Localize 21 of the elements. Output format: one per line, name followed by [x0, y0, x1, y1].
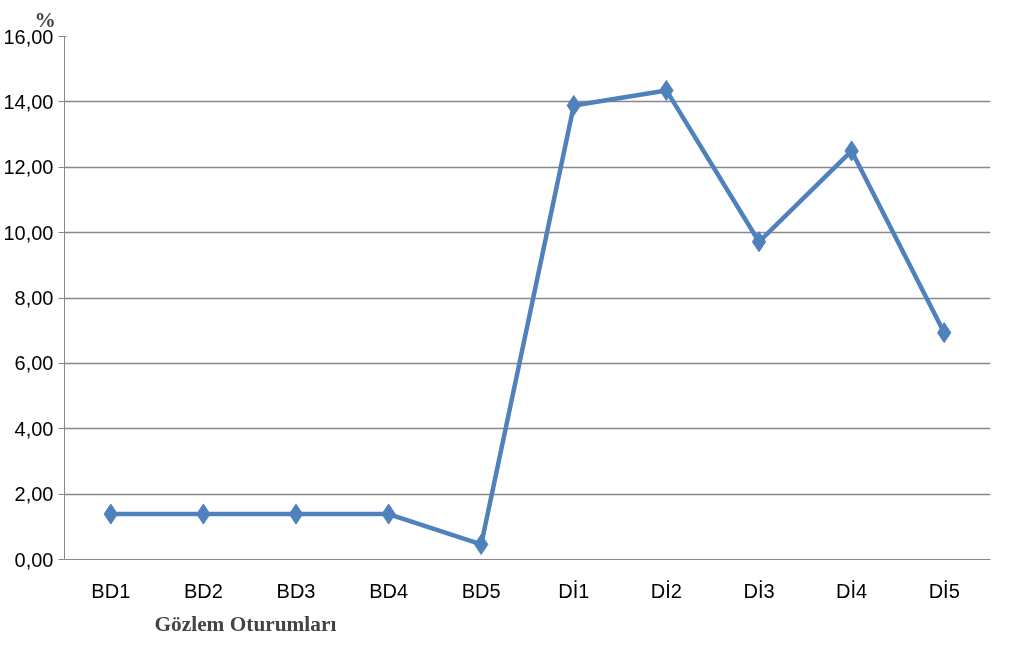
y-tick-label: 0,00	[14, 548, 54, 571]
x-tick-label: Dİ2	[650, 579, 682, 602]
y-tick-label: 8,00	[14, 287, 54, 309]
y-tick-label: 6,00	[14, 352, 54, 375]
x-tick-label: Dİ5	[928, 579, 960, 602]
x-tick-label: BD3	[276, 579, 316, 602]
y-tick-label: 2,00	[14, 483, 54, 506]
y-tick-label: 12,00	[3, 156, 54, 179]
x-tick-label: BD5	[461, 579, 501, 602]
x-tick-label: BD4	[369, 579, 409, 602]
y-tick-label: 10,00	[3, 221, 54, 244]
point	[751, 231, 767, 253]
x-axis-title: Gözlem Oturumları	[154, 611, 337, 636]
x-tick-label: Dİ4	[836, 579, 868, 602]
x-tick-label: Dİ3	[743, 579, 775, 602]
y-tick-label: 4,00	[14, 417, 54, 440]
y-tick-label: 14,00	[3, 90, 54, 113]
x-tick-label: BD2	[183, 579, 223, 602]
x-tick-label: BD1	[91, 579, 131, 602]
point	[288, 503, 304, 525]
x-tick-label: Dİ1	[558, 579, 590, 602]
